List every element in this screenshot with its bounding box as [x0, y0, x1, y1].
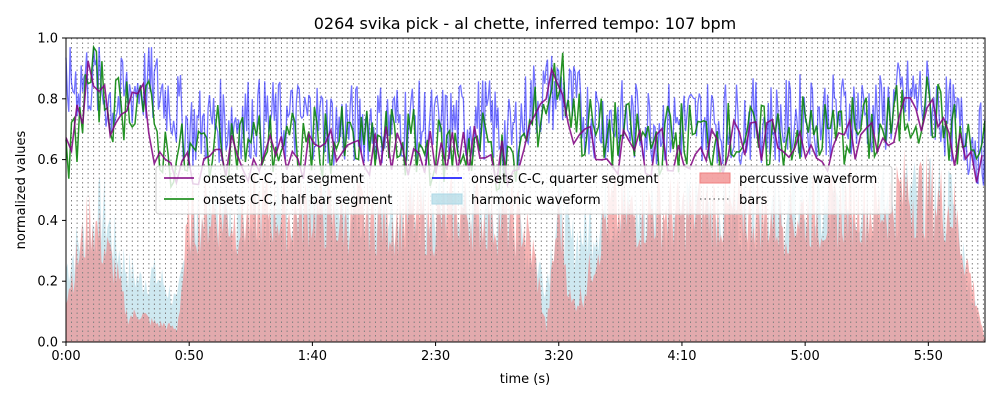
onset-lines-layer — [65, 44, 986, 192]
quarter-segment-line — [65, 47, 986, 186]
x-axis-ticks: 0:00 0:50 1:40 2:30 3:20 4:10 5:00 5:50 — [51, 342, 943, 364]
y-tick-label: 1.0 — [37, 32, 58, 47]
x-tick-label: 5:50 — [914, 349, 943, 364]
y-axis-ticks: 0.0 0.2 0.4 0.6 0.8 1.0 — [37, 32, 66, 351]
legend-label: percussive waveform — [739, 172, 877, 187]
legend: onsets C-C, bar segment onsets C-C, half … — [155, 165, 893, 215]
x-tick-label: 0:50 — [175, 349, 204, 364]
x-axis-label: time (s) — [500, 372, 550, 387]
legend-label: harmonic waveform — [471, 193, 601, 208]
y-tick-label: 0.6 — [37, 153, 58, 168]
percussive-waveform-area — [66, 148, 985, 342]
legend-patch-handle — [431, 193, 463, 205]
legend-label: bars — [739, 193, 768, 208]
chart-title: 0264 svika pick - al chette, inferred te… — [314, 14, 737, 33]
x-tick-label: 3:20 — [544, 349, 573, 364]
y-tick-label: 0.8 — [37, 92, 58, 107]
x-tick-label: 5:00 — [791, 349, 820, 364]
plot-frame — [65, 37, 986, 343]
y-axis-label: normalized values — [14, 130, 29, 249]
legend-label: onsets C-C, half bar segment — [203, 193, 392, 208]
y-tick-label: 0.2 — [37, 275, 58, 290]
x-tick-label: 2:30 — [421, 349, 450, 364]
bar-segment-line — [65, 60, 983, 188]
half-bar-segment-line — [65, 44, 986, 192]
x-tick-label: 1:40 — [298, 349, 327, 364]
x-tick-label: 0:00 — [51, 349, 80, 364]
legend-patch-handle — [699, 172, 731, 184]
legend-label: onsets C-C, quarter segment — [471, 172, 658, 187]
legend-label: onsets C-C, bar segment — [203, 172, 364, 187]
x-tick-label: 4:10 — [667, 349, 696, 364]
y-tick-label: 0.0 — [37, 336, 58, 351]
y-tick-label: 0.4 — [37, 214, 58, 229]
percussive-waveform-layer — [66, 148, 985, 342]
